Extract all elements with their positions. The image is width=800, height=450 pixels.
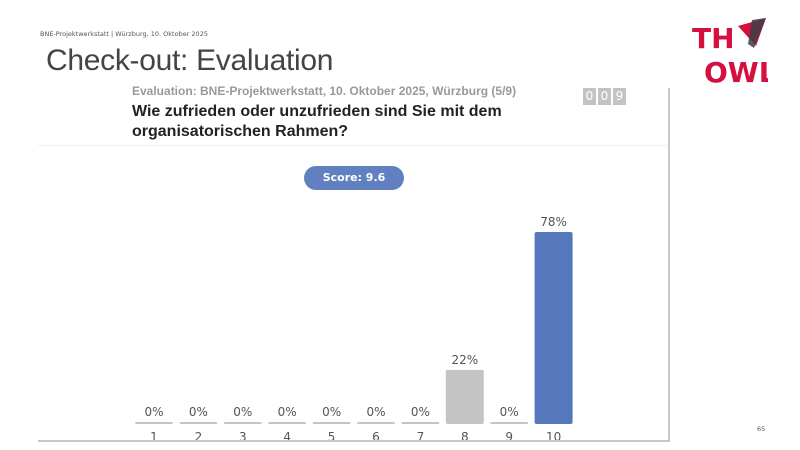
bar-value-label: 22% xyxy=(451,353,478,367)
category-label: 5 xyxy=(328,430,336,440)
page-number: 65 xyxy=(757,425,766,433)
bar-value-label: 78% xyxy=(540,215,567,229)
category-label: 7 xyxy=(417,430,425,440)
poll-subtitle: Evaluation: BNE-Projektwerkstatt, 10. Ok… xyxy=(132,84,517,98)
slide-title: Check-out: Evaluation xyxy=(46,44,334,77)
category-label: 1 xyxy=(150,430,158,440)
counter-digit: 0 xyxy=(598,88,611,105)
category-label: 9 xyxy=(505,430,513,440)
bar-2 xyxy=(179,422,218,424)
score-badge: Score: 9.6 xyxy=(304,166,404,190)
bar-value-label: 0% xyxy=(189,405,208,419)
counter-digit: 9 xyxy=(613,88,626,105)
counter-digit: 0 xyxy=(583,88,596,105)
th-owl-logo: TH OWL xyxy=(692,18,768,86)
poll-question: Wie zufrieden oder unzufrieden sind Sie … xyxy=(132,103,502,140)
bar-8 xyxy=(445,369,484,424)
response-counter: 0 0 9 xyxy=(583,88,626,105)
poll-panel: Evaluation: BNE-Projektwerkstatt, 10. Ok… xyxy=(38,84,670,442)
bar-value-label: 0% xyxy=(411,405,430,419)
bar-chart: 0% 1 0% 2 0% 3 0% 4 0% 5 0% 6 0% 7 22% 8 0% 9 78% 10 xyxy=(135,215,573,440)
bar-value-label: 0% xyxy=(500,405,519,419)
bar-value-label: 0% xyxy=(322,405,341,419)
bar-1 xyxy=(135,422,173,424)
bar-10 xyxy=(534,232,573,424)
category-label: 2 xyxy=(195,430,203,440)
slide-header-meta: BNE-Projektwerkstatt | Würzburg, 10. Okt… xyxy=(40,30,208,38)
category-label: 4 xyxy=(283,430,291,440)
bar-3 xyxy=(223,422,262,424)
bar-9 xyxy=(490,422,529,424)
bar-value-label: 0% xyxy=(233,405,252,419)
bar-5 xyxy=(312,422,351,424)
category-label: 3 xyxy=(239,430,247,440)
bar-value-label: 0% xyxy=(366,405,385,419)
header-divider xyxy=(38,145,668,146)
bar-value-label: 0% xyxy=(278,405,297,419)
bar-6 xyxy=(357,422,395,424)
category-label: 10 xyxy=(546,430,561,440)
category-label: 8 xyxy=(461,430,469,440)
svg-text:OWL: OWL xyxy=(704,56,768,86)
category-label: 6 xyxy=(372,430,380,440)
bar-value-label: 0% xyxy=(144,405,163,419)
svg-text:TH: TH xyxy=(692,22,735,55)
bar-7 xyxy=(401,422,440,424)
bar-4 xyxy=(268,422,307,424)
